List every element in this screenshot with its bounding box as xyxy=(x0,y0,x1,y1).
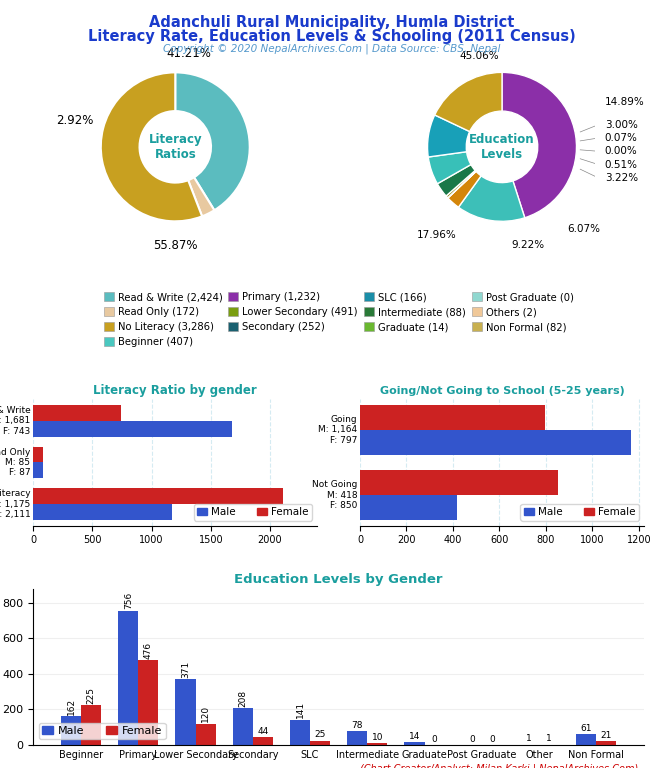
Text: 14: 14 xyxy=(409,732,420,741)
Text: Education
Levels: Education Levels xyxy=(469,133,535,161)
Bar xyxy=(576,734,596,745)
Bar xyxy=(33,405,121,421)
Bar xyxy=(360,495,457,520)
Text: 6.07%: 6.07% xyxy=(568,223,600,233)
Bar xyxy=(138,660,158,745)
Text: 25: 25 xyxy=(314,730,326,739)
Legend: Male, Female: Male, Female xyxy=(39,723,165,740)
Bar xyxy=(310,740,330,745)
Bar xyxy=(232,708,253,745)
Wedge shape xyxy=(435,72,502,131)
Bar xyxy=(175,679,195,745)
Bar xyxy=(81,705,101,745)
Text: 162: 162 xyxy=(66,697,76,715)
Wedge shape xyxy=(458,176,525,221)
Text: 0: 0 xyxy=(489,734,495,743)
Text: 9.22%: 9.22% xyxy=(511,240,544,250)
Bar xyxy=(290,720,310,745)
Wedge shape xyxy=(448,171,481,207)
Text: 10: 10 xyxy=(372,733,383,742)
Text: Literacy Rate, Education Levels & Schooling (2011 Census): Literacy Rate, Education Levels & School… xyxy=(88,29,576,45)
Bar xyxy=(367,743,387,745)
Text: 17.96%: 17.96% xyxy=(416,230,456,240)
Bar xyxy=(347,731,367,745)
Bar xyxy=(61,717,81,745)
Text: 61: 61 xyxy=(580,723,592,733)
Wedge shape xyxy=(448,171,476,198)
Text: (Chart Creator/Analyst: Milan Karki | NepalArchives.Com): (Chart Creator/Analyst: Milan Karki | Ne… xyxy=(360,763,638,768)
Text: 371: 371 xyxy=(181,660,190,677)
Text: 2.92%: 2.92% xyxy=(56,114,94,127)
Text: 21: 21 xyxy=(601,731,612,740)
Bar xyxy=(33,462,43,478)
Bar xyxy=(33,446,44,462)
Bar xyxy=(253,737,273,745)
Text: 141: 141 xyxy=(295,701,305,719)
Text: 1: 1 xyxy=(526,734,532,743)
Legend: Male, Female: Male, Female xyxy=(194,505,312,521)
Text: Adanchuli Rural Municipality, Humla District: Adanchuli Rural Municipality, Humla Dist… xyxy=(149,15,515,31)
Text: 756: 756 xyxy=(124,592,133,609)
Bar xyxy=(404,743,424,745)
Wedge shape xyxy=(428,115,469,157)
Legend: Male, Female: Male, Female xyxy=(521,505,639,521)
Bar xyxy=(360,430,631,455)
Title: Going/Not Going to School (5-25 years): Going/Not Going to School (5-25 years) xyxy=(380,386,624,396)
Bar xyxy=(360,470,558,495)
Bar xyxy=(33,488,283,504)
Text: 0.51%: 0.51% xyxy=(605,160,638,170)
Text: 120: 120 xyxy=(201,705,210,722)
Text: 208: 208 xyxy=(238,690,247,707)
Text: Literacy
Ratios: Literacy Ratios xyxy=(149,133,202,161)
Text: 55.87%: 55.87% xyxy=(153,239,197,252)
Text: 0: 0 xyxy=(469,734,475,743)
Text: 14.89%: 14.89% xyxy=(605,98,645,108)
Text: 78: 78 xyxy=(351,720,363,730)
Wedge shape xyxy=(101,72,202,221)
Text: 44: 44 xyxy=(257,727,268,736)
Text: 41.21%: 41.21% xyxy=(166,48,211,60)
Wedge shape xyxy=(175,72,250,210)
Text: 476: 476 xyxy=(144,642,153,659)
Text: 3.00%: 3.00% xyxy=(605,120,637,130)
Legend: Read & Write (2,424), Read Only (172), No Literacy (3,286), Beginner (407), Prim: Read & Write (2,424), Read Only (172), N… xyxy=(100,288,578,351)
Wedge shape xyxy=(428,152,471,184)
Text: 1: 1 xyxy=(546,734,552,743)
Text: 0: 0 xyxy=(432,734,438,743)
Text: 0.07%: 0.07% xyxy=(605,133,637,143)
Wedge shape xyxy=(438,164,475,196)
Title: Education Levels by Gender: Education Levels by Gender xyxy=(234,573,443,586)
Bar xyxy=(33,421,232,436)
Wedge shape xyxy=(188,177,214,217)
Wedge shape xyxy=(448,171,476,198)
Text: 3.22%: 3.22% xyxy=(605,173,638,183)
Bar xyxy=(195,723,216,745)
Title: Literacy Ratio by gender: Literacy Ratio by gender xyxy=(94,383,257,396)
Wedge shape xyxy=(446,170,476,198)
Bar xyxy=(118,611,138,745)
Bar xyxy=(33,504,172,520)
Wedge shape xyxy=(502,72,576,218)
Text: Copyright © 2020 NepalArchives.Com | Data Source: CBS, Nepal: Copyright © 2020 NepalArchives.Com | Dat… xyxy=(163,44,501,55)
Text: 0.00%: 0.00% xyxy=(605,147,637,157)
Bar xyxy=(596,741,616,745)
Text: 225: 225 xyxy=(86,687,96,703)
Text: 45.06%: 45.06% xyxy=(460,51,499,61)
Bar xyxy=(360,405,545,430)
